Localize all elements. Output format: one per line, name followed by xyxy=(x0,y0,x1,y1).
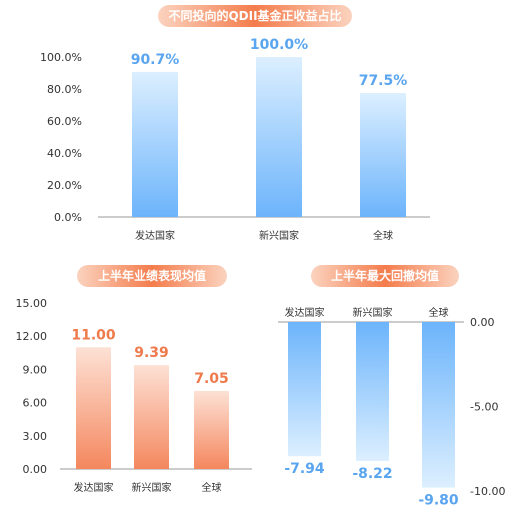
c1-data-label: 90.7% xyxy=(131,52,180,68)
c2-category-label: 发达国家 xyxy=(74,481,114,494)
c2-data-label: 7.05 xyxy=(194,371,229,387)
c2-category-label: 新兴国家 xyxy=(132,481,172,494)
c1-category-label: 全球 xyxy=(373,229,393,242)
c2-ytick-label: 6.00 xyxy=(23,397,48,410)
c1-bar-1 xyxy=(132,71,178,217)
c2-bar-1 xyxy=(76,347,111,469)
c1-category-label: 发达国家 xyxy=(135,229,175,242)
c1-ytick-label: 40.0% xyxy=(47,147,82,160)
chart2-title: 上半年业绩表现均值 xyxy=(77,265,227,287)
c3-ytick-label: -5.00 xyxy=(470,401,498,414)
c1-data-label: 100.0% xyxy=(250,37,308,53)
c3-data-label: -8.22 xyxy=(352,466,392,482)
c3-category-label: 发达国家 xyxy=(285,306,325,319)
c1-bar-2 xyxy=(256,57,302,217)
c3-data-label: -7.94 xyxy=(284,461,325,477)
c1-ytick-label: 80.0% xyxy=(47,83,82,96)
c3-bar-2 xyxy=(356,322,389,461)
c2-data-label: 11.00 xyxy=(71,327,116,343)
c3-ytick-label: -10.00 xyxy=(470,485,505,498)
c3-data-label: -9.80 xyxy=(418,493,459,509)
c2-ytick-label: 0.00 xyxy=(23,463,48,476)
c1-category-label: 新兴国家 xyxy=(259,229,299,242)
c2-bar-2 xyxy=(134,365,169,469)
chart3-title: 上半年最大回撤均值 xyxy=(311,265,459,287)
c1-ytick-label: 20.0% xyxy=(47,179,82,192)
c3-category-label: 全球 xyxy=(429,306,449,319)
c2-ytick-label: 12.00 xyxy=(16,330,48,343)
c3-category-label: 新兴国家 xyxy=(353,306,393,319)
c2-ytick-label: 9.00 xyxy=(23,363,48,376)
c1-ytick-label: 100.0% xyxy=(40,51,82,64)
c3-bar-1 xyxy=(288,322,321,457)
c3-ytick-label: 0.00 xyxy=(470,316,495,329)
c1-ytick-label: 60.0% xyxy=(47,115,82,128)
c1-ytick-label: 0.0% xyxy=(54,211,82,224)
c2-category-label: 全球 xyxy=(202,481,222,494)
c1-data-label: 77.5% xyxy=(359,73,408,89)
c2-bar-3 xyxy=(194,390,229,469)
c2-data-label: 9.39 xyxy=(134,345,169,361)
c3-bar-3 xyxy=(422,322,455,488)
c1-bar-3 xyxy=(360,93,406,217)
c2-ytick-label: 3.00 xyxy=(23,430,48,443)
c2-ytick-label: 15.00 xyxy=(16,297,48,310)
chart1-title: 不同投向的QDII基金正收益占比 xyxy=(158,5,352,27)
